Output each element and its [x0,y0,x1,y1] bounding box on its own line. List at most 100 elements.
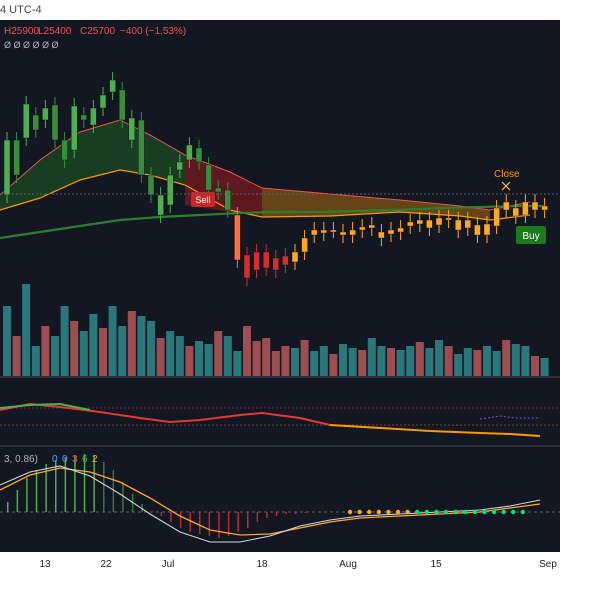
signal-dot [453,509,458,515]
signal-dot [347,509,353,515]
volume-bar [233,351,242,376]
volume-bar [358,350,367,376]
candle-body [282,255,289,266]
histogram-bar [237,512,239,532]
x-tick-18: 18 [256,559,268,570]
candle-body [483,223,491,236]
signal-dot [463,509,468,515]
histogram-bar [64,457,67,512]
candle-body [416,219,423,225]
candle-body [224,189,232,211]
volume-bar [60,306,69,376]
chart-canvas[interactable]: H25900 L25400 C25700 −400 (−1.53%) Ø Ø Ø… [0,20,560,572]
histogram-bar [141,504,143,512]
candle-body [42,107,49,121]
osc-params: 3, 0.86) [4,454,38,465]
volume-bar [41,326,50,376]
ohlc-change: −400 (−1.53%) [120,26,186,37]
osc-value-5: 2 [92,454,98,465]
signal-dot [434,509,439,515]
candle-body [205,164,212,191]
volume-bar [310,351,319,376]
signal-dot [424,509,429,515]
histogram-bg [0,447,560,572]
price-chart[interactable]: H25900 L25400 C25700 −400 (−1.53%) Ø Ø Ø… [0,20,560,572]
histogram-bar [93,456,95,512]
candle-body [426,219,433,229]
candle-body [32,114,39,131]
candle-body [397,227,404,233]
candle-body [435,217,443,226]
volume-bar [396,350,405,376]
volume-bar [271,351,280,376]
candle-body [272,257,279,271]
candle-body [166,174,174,206]
signal-dot [520,509,525,515]
volume-bar [387,348,395,376]
signal-dot [357,509,362,515]
close-x-icon [501,181,511,191]
signal-dot [443,509,449,515]
signal-dot [491,509,497,515]
upper-band-line [0,119,531,211]
candle-body [512,207,519,217]
candle-body [349,229,356,236]
ohlc-low: L25400 [38,26,72,37]
volume-bar [377,346,386,376]
volume-bar [99,328,107,376]
candle-body [243,254,251,279]
candle-body [474,224,481,236]
candle-body [330,229,337,233]
volume-bar [243,326,251,376]
volume-bar [51,336,59,376]
volume-bar [435,340,443,376]
candle-body [61,139,68,161]
histogram-bar [218,512,220,538]
x-tick-22: 22 [100,559,112,570]
volume-bar [444,346,453,376]
histogram-bar [74,456,76,512]
time-axis[interactable] [0,552,560,580]
candle-body [522,201,529,216]
osc-green-line [0,402,91,411]
signal-dot [482,509,487,515]
x-tick-13: 13 [39,559,51,570]
bottom-toolbar [0,580,600,600]
candlesticks [3,72,548,286]
volume-bar [319,346,328,376]
volume-bar [70,321,79,376]
red-cloud [185,155,262,217]
volume-bar [531,356,539,376]
volume-bar [262,338,271,376]
histogram-bar [247,512,249,528]
histogram-pane [0,447,560,572]
volume-bar [127,311,136,376]
x-tick-aug: Aug [339,559,357,570]
histogram-bar [266,512,268,518]
candle-body [291,251,299,263]
candle-body [118,89,126,121]
volume-bar [425,348,434,376]
candle-body [531,201,539,211]
moving-average-line [0,204,545,240]
candle-body [503,201,510,211]
candle-body [368,224,375,229]
histogram-bar [304,512,307,513]
volume-bar [454,354,463,376]
signal-dot [472,509,477,515]
histogram-bar [285,512,287,514]
osc-value-2: 0 [62,454,68,465]
price-scale[interactable] [560,20,600,572]
histogram-bar [170,512,172,522]
oscillator-bg [0,378,560,445]
signal-dot [367,509,372,515]
volume-bar [118,326,127,376]
pane-separator-2 [0,445,560,447]
volume-bar [185,346,194,376]
sell-label: Sell [195,195,210,205]
ohlc-close: C25700 [80,26,115,37]
signal-dot [511,509,516,515]
volume-bar [473,350,482,376]
volume-bar [204,344,213,376]
volume-bar [195,341,203,376]
